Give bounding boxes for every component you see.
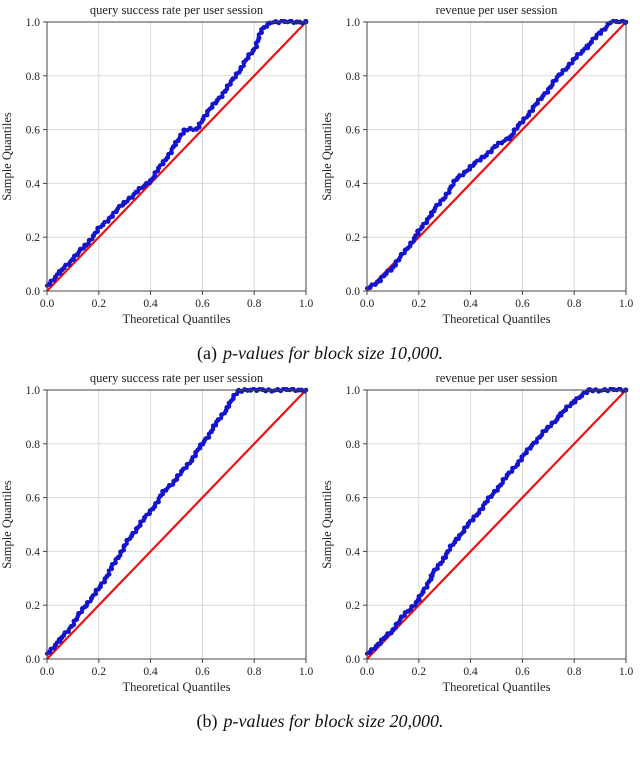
svg-text:0.4: 0.4 bbox=[26, 546, 41, 558]
caption-b-label: (b) bbox=[196, 710, 218, 731]
svg-text:0.0: 0.0 bbox=[26, 286, 41, 298]
svg-text:1.0: 1.0 bbox=[26, 385, 41, 397]
svg-text:0.2: 0.2 bbox=[26, 600, 41, 612]
qq-points bbox=[364, 387, 629, 656]
svg-text:0.8: 0.8 bbox=[567, 666, 582, 678]
chart-title: query success rate per user session bbox=[90, 3, 264, 17]
qq-plot-a-query-success: 0.0 0.0 0.2 0.2 0.4 0.4 0.6 0.6 0.8 0.8 1.0 1.0 quer… bbox=[0, 2, 320, 336]
y-axis-label: Sample Quantiles bbox=[320, 480, 334, 569]
x-axis-label: Theoretical Quantiles bbox=[443, 312, 551, 326]
reference-line bbox=[366, 389, 627, 660]
svg-text:0.2: 0.2 bbox=[412, 298, 427, 310]
svg-text:0.8: 0.8 bbox=[346, 439, 361, 451]
x-axis-label: Theoretical Quantiles bbox=[123, 680, 231, 694]
reference-line bbox=[46, 21, 307, 292]
x-axis-label: Theoretical Quantiles bbox=[123, 312, 231, 326]
caption-b: (b) p-values for block size 20,000. bbox=[0, 704, 640, 738]
caption-a-label: (a) bbox=[197, 342, 217, 363]
svg-text:0.0: 0.0 bbox=[360, 666, 375, 678]
svg-text:1.0: 1.0 bbox=[299, 666, 314, 678]
caption-a: (a) p-values for block size 10,000. bbox=[0, 336, 640, 370]
qq-plot-svg: 0.00.0 0.2 0.2 0.4 0.4 0.6 0.6 0.8 0.8 1.0 1.0 reve… bbox=[320, 3, 634, 326]
caption-b-text: p-values for block size 20,000. bbox=[223, 710, 444, 731]
svg-text:0.2: 0.2 bbox=[92, 666, 107, 678]
svg-text:0.4: 0.4 bbox=[143, 666, 158, 678]
svg-text:0.8: 0.8 bbox=[247, 666, 262, 678]
svg-text:0.6: 0.6 bbox=[515, 298, 530, 310]
svg-text:0.2: 0.2 bbox=[26, 232, 41, 244]
svg-text:0.6: 0.6 bbox=[26, 125, 41, 137]
qq-plot-svg: 0.00.0 0.2 0.2 0.4 0.4 0.6 0.6 0.8 0.8 1.0 1.0 quer… bbox=[0, 371, 314, 694]
qq-plot-a-revenue: 0.0 0.0 0.2 0.2 0.4 0.4 0.6 0.6 0.8 0.8 1.0 1.0 reve… bbox=[320, 2, 640, 336]
svg-text:0.6: 0.6 bbox=[346, 493, 361, 505]
svg-text:0.6: 0.6 bbox=[26, 493, 41, 505]
svg-text:0.6: 0.6 bbox=[346, 125, 361, 137]
svg-text:0.4: 0.4 bbox=[463, 298, 478, 310]
qq-plot-b-query-success: 0.0 0.0 0.2 0.2 0.4 0.4 0.6 0.6 0.8 0.8 1.0 1.0 quer… bbox=[0, 370, 320, 704]
qq-plot-b-revenue: 0.0 0.0 0.2 0.2 0.4 0.4 0.6 0.6 0.8 0.8 1.0 1.0 reve… bbox=[320, 370, 640, 704]
y-axis-label: Sample Quantiles bbox=[320, 112, 334, 201]
svg-text:0.2: 0.2 bbox=[92, 298, 107, 310]
svg-text:0.6: 0.6 bbox=[195, 666, 210, 678]
svg-text:0.6: 0.6 bbox=[195, 298, 210, 310]
y-axis-label: Sample Quantiles bbox=[0, 480, 14, 569]
figure-row-b: 0.0 0.0 0.2 0.2 0.4 0.4 0.6 0.6 0.8 0.8 1.0 1.0 quer… bbox=[0, 370, 640, 704]
caption-a-text: p-values for block size 10,000. bbox=[223, 342, 443, 363]
svg-text:0.0: 0.0 bbox=[26, 654, 41, 666]
qq-points bbox=[44, 387, 309, 656]
svg-text:0.4: 0.4 bbox=[143, 298, 158, 310]
chart-title: revenue per user session bbox=[436, 3, 559, 17]
svg-text:1.0: 1.0 bbox=[346, 17, 361, 29]
svg-text:1.0: 1.0 bbox=[299, 298, 314, 310]
svg-text:0.0: 0.0 bbox=[346, 654, 361, 666]
svg-text:0.8: 0.8 bbox=[26, 439, 41, 451]
qq-plot-svg: 0.00.0 0.2 0.2 0.4 0.4 0.6 0.6 0.8 0.8 1.0 1.0 quer… bbox=[0, 3, 314, 326]
svg-text:1.0: 1.0 bbox=[26, 17, 41, 29]
svg-text:0.2: 0.2 bbox=[346, 600, 361, 612]
svg-text:1.0: 1.0 bbox=[346, 385, 361, 397]
svg-text:0.0: 0.0 bbox=[40, 666, 55, 678]
svg-text:0.0: 0.0 bbox=[40, 298, 55, 310]
chart-title: query success rate per user session bbox=[90, 371, 264, 385]
y-axis-label: Sample Quantiles bbox=[0, 112, 14, 201]
svg-text:0.4: 0.4 bbox=[346, 546, 361, 558]
svg-text:0.4: 0.4 bbox=[463, 666, 478, 678]
svg-text:1.0: 1.0 bbox=[619, 298, 634, 310]
svg-text:0.8: 0.8 bbox=[247, 298, 262, 310]
svg-text:1.0: 1.0 bbox=[619, 666, 634, 678]
qq-plot-svg: 0.00.0 0.2 0.2 0.4 0.4 0.6 0.6 0.8 0.8 1.0 1.0 reve… bbox=[320, 371, 634, 694]
figure-row-a: 0.0 0.0 0.2 0.2 0.4 0.4 0.6 0.6 0.8 0.8 1.0 1.0 quer… bbox=[0, 2, 640, 336]
reference-line bbox=[46, 389, 307, 660]
svg-text:0.8: 0.8 bbox=[346, 71, 361, 83]
svg-text:0.8: 0.8 bbox=[567, 298, 582, 310]
svg-text:0.0: 0.0 bbox=[346, 286, 361, 298]
svg-text:0.6: 0.6 bbox=[515, 666, 530, 678]
qq-points bbox=[364, 19, 629, 291]
qq-points bbox=[44, 19, 309, 288]
chart-title: revenue per user session bbox=[436, 371, 559, 385]
svg-text:0.2: 0.2 bbox=[346, 232, 361, 244]
svg-text:0.8: 0.8 bbox=[26, 71, 41, 83]
svg-text:0.2: 0.2 bbox=[412, 666, 427, 678]
x-axis-label: Theoretical Quantiles bbox=[443, 680, 551, 694]
svg-text:0.0: 0.0 bbox=[360, 298, 375, 310]
svg-text:0.4: 0.4 bbox=[346, 178, 361, 190]
svg-text:0.4: 0.4 bbox=[26, 178, 41, 190]
